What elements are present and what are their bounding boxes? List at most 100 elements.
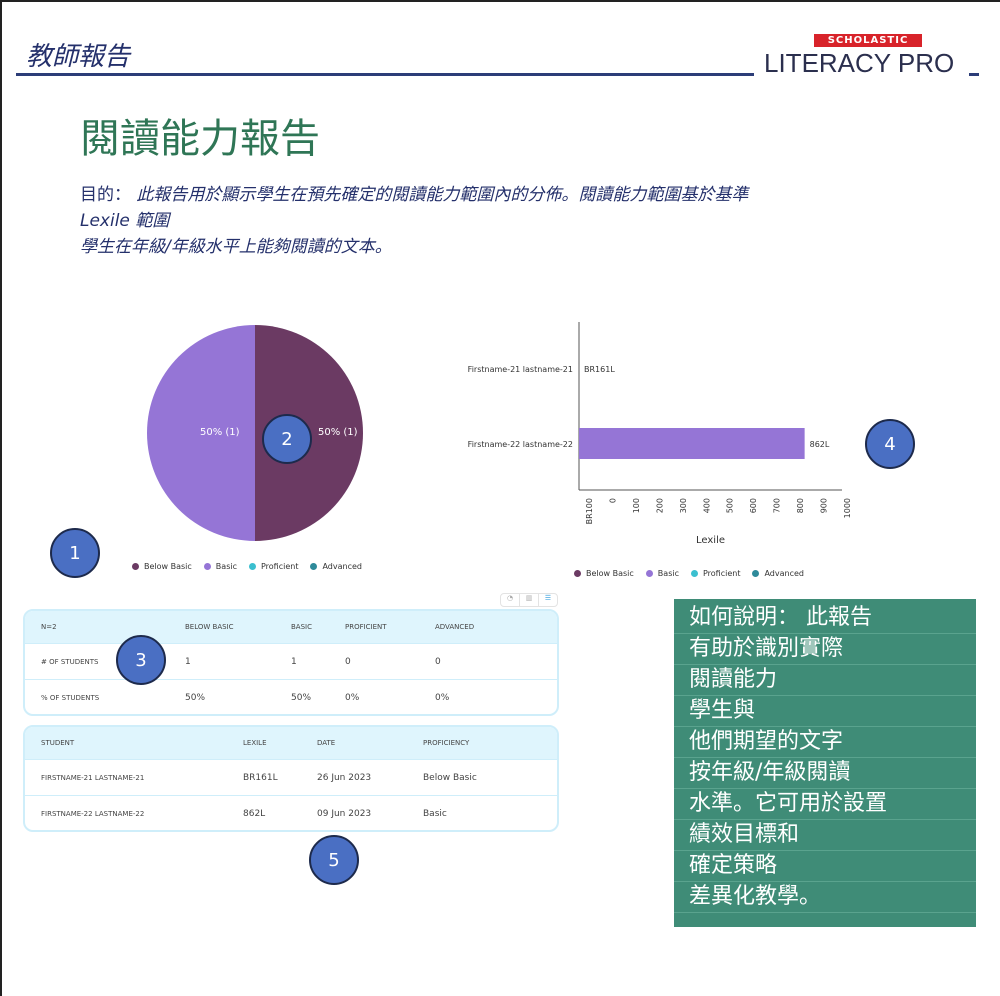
bar-chart: BR100 0 100 200 300 400 500 600 700 800 900 1000 Fir… (468, 322, 852, 524)
column-header: BASIC (291, 623, 312, 631)
howto-line: 有助於識別實際 (674, 634, 976, 665)
table-cell: 26 Jun 2023 (317, 772, 372, 783)
purpose-label: 目的： (80, 185, 131, 205)
pie-slice-basic (147, 325, 255, 541)
student-table: STUDENT LEXILE DATE PROFICIENCY FIRSTNAME-21… (23, 725, 559, 832)
table-cell: BR161L (243, 772, 278, 783)
table-cell: 0 (435, 656, 441, 667)
table-cell: 0 (345, 656, 351, 667)
legend-item[interactable]: Basic (203, 562, 237, 571)
x-tick-label: 300 (679, 498, 688, 513)
purpose-line: 學生在年級/年級水平上能夠閱讀的文本。 (80, 237, 392, 257)
callout-badge-1: 1 (50, 528, 100, 578)
howto-line: 閱讀能力 (674, 665, 976, 696)
purpose-text: 目的： 此報告用於顯示學生在預先確定的閱讀能力範圍內的分佈。閱讀能力範圍基於基準… (80, 182, 960, 260)
x-tick-label: 800 (796, 498, 805, 513)
purpose-line: 此報告用於顯示學生在預先確定的閱讀能力範圍內的分佈。閱讀能力範圍基於基準 (136, 185, 749, 205)
pie-label-basic: 50% (1) (200, 427, 240, 438)
legend-label: Advanced (764, 569, 804, 578)
summary-table: N=2 BELOW BASIC BASIC PROFICIENT ADVANCED # O… (23, 609, 559, 716)
legend-dot-icon (690, 570, 698, 577)
legend-dot-icon (310, 563, 318, 570)
x-tick-label: 700 (773, 498, 782, 513)
x-tick-label: BR100 (585, 498, 594, 524)
how-to-interpret-box: 如何說明： 此報告 有助於識別實際 閱讀能力 學生與 他們期望的文字 按年級/年級閱讀 水準… (674, 599, 976, 927)
pie-view-icon[interactable]: ◔ (506, 594, 514, 602)
legend-dot-icon (752, 570, 760, 577)
legend-label: Proficient (260, 562, 299, 571)
howto-line: 水準。它可用於設置 (674, 789, 976, 820)
table-cell: % OF STUDENTS (41, 693, 100, 702)
column-header: ADVANCED (435, 623, 475, 631)
table-cell: 50% (185, 692, 206, 703)
column-header: LEXILE (243, 739, 267, 747)
legend-dot-icon (132, 563, 139, 570)
legend-item[interactable]: Proficient (248, 562, 299, 571)
y-category-label: Firstname-22 lastname-22 (468, 440, 573, 449)
legend-label: Below Basic (144, 562, 192, 571)
legend-dot-icon (574, 570, 581, 577)
column-header: PROFICIENT (345, 623, 387, 631)
howto-line: 差異化教學。 (674, 882, 976, 913)
bar-view-icon[interactable]: ▥ (519, 594, 538, 606)
table-header-row: STUDENT LEXILE DATE PROFICIENCY (25, 727, 557, 759)
list-view-icon[interactable]: ☰ (538, 594, 557, 606)
column-header: STUDENT (41, 739, 75, 747)
bar-data-label: BR161L (584, 365, 615, 374)
legend-item[interactable]: Proficient (690, 569, 741, 578)
legend-item[interactable]: Below Basic (574, 569, 634, 578)
table-row: FIRSTNAME-21 LASTNAME-21 BR161L 26 Jun 202… (25, 759, 557, 795)
table-row: % OF STUDENTS 50% 50% 0% 0% (25, 679, 557, 714)
bar[interactable] (579, 428, 805, 459)
x-tick-label: 900 (820, 498, 829, 513)
table-cell: Below Basic (423, 772, 477, 783)
table-cell: 862L (243, 808, 266, 819)
pie-legend: Below Basic Basic Proficient Advanced (132, 562, 362, 571)
howto-line: 他們期望的文字 (674, 727, 976, 758)
x-tick-label: 0 (608, 498, 617, 503)
legend-item[interactable]: Advanced (752, 569, 804, 578)
header-title: 教師報告 (26, 42, 131, 72)
header-divider-end (969, 73, 979, 76)
column-header: DATE (317, 739, 336, 747)
table-cell: 1 (185, 656, 191, 667)
table-cell: 0% (345, 692, 360, 703)
x-axis-label: Lexile (696, 535, 725, 546)
legend-item[interactable]: Below Basic (132, 562, 192, 571)
bar-legend: Below Basic Basic Proficient Advanced (574, 569, 804, 578)
column-header: BELOW BASIC (185, 623, 234, 631)
view-toggle-group: ◔ ▥ ☰ (500, 593, 558, 607)
legend-label: Below Basic (586, 569, 634, 578)
legend-label: Proficient (702, 569, 741, 578)
legend-dot-icon (645, 570, 653, 577)
table-cell: # OF STUDENTS (41, 657, 99, 666)
column-header: PROFICIENCY (423, 739, 470, 747)
header-divider (16, 73, 754, 76)
callout-badge-3: 3 (116, 635, 166, 685)
y-category-label: Firstname-21 lastname-21 (468, 365, 573, 374)
table-row: # OF STUDENTS 1 1 0 0 (25, 643, 557, 679)
legend-label: Basic (215, 562, 237, 571)
callout-badge-2: 2 (262, 414, 312, 464)
legend-item[interactable]: Advanced (310, 562, 362, 571)
literacy-pro-logo: LITERACY PRO (764, 48, 955, 78)
column-header: N=2 (41, 623, 57, 631)
howto-line: 學生與 (674, 696, 976, 727)
x-tick-label: 600 (749, 498, 758, 513)
table-cell: 1 (291, 656, 297, 667)
x-tick-label: 200 (655, 498, 664, 513)
table-cell: 09 Jun 2023 (317, 808, 372, 819)
table-cell: FIRSTNAME-22 LASTNAME-22 (41, 809, 145, 818)
x-tick-label: 500 (726, 498, 735, 513)
table-cell: FIRSTNAME-21 LASTNAME-21 (41, 773, 145, 782)
howto-line: 確定策略 (674, 851, 976, 882)
x-tick-label: 400 (702, 498, 711, 513)
purpose-line: Lexile 範圍 (80, 211, 170, 231)
legend-dot-icon (248, 563, 256, 570)
legend-item[interactable]: Basic (645, 569, 679, 578)
howto-line: 按年級/年級閱讀 (674, 758, 976, 789)
page-title: 閱讀能力報告 (80, 116, 320, 162)
legend-label: Basic (657, 569, 679, 578)
table-cell: 0% (435, 692, 450, 703)
legend-dot-icon (203, 563, 211, 570)
